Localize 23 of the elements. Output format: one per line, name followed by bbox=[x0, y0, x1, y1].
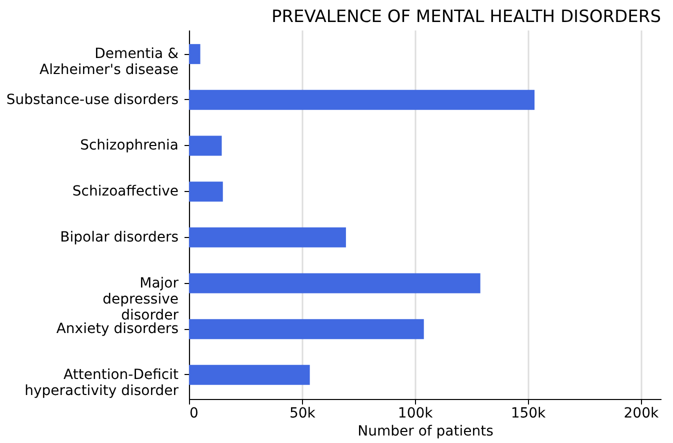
bar bbox=[189, 319, 424, 340]
bar bbox=[189, 182, 223, 202]
y-tick-label: Dementia & Alzheimer's disease bbox=[40, 46, 179, 78]
y-tick-label: Schizoaffective bbox=[72, 184, 178, 200]
y-tick-label: Substance-use disorders bbox=[6, 92, 178, 108]
x-tick-label: 50k bbox=[289, 406, 316, 422]
y-tick-label: Attention-Deficit hyperactivity disorder bbox=[24, 366, 180, 399]
bar bbox=[189, 90, 535, 110]
x-tick-label: 100k bbox=[398, 406, 434, 422]
y-tick-label: Anxiety disorders bbox=[56, 321, 178, 338]
y-tick-label: Major depressive disorder bbox=[102, 275, 179, 324]
x-tick-label: 0 bbox=[190, 406, 198, 422]
bar bbox=[189, 44, 200, 64]
chart-title: PREVALENCE OF MENTAL HEALTH DISORDERS bbox=[271, 7, 661, 27]
x-tick-label: 200k bbox=[624, 406, 660, 422]
bar bbox=[189, 136, 222, 156]
bar bbox=[189, 273, 480, 294]
bar bbox=[189, 227, 346, 248]
bar bbox=[189, 364, 310, 385]
x-tick-label: 150k bbox=[510, 406, 547, 422]
y-tick-label: Schizophrenia bbox=[80, 138, 178, 154]
y-tick-label: Bipolar disorders bbox=[60, 229, 178, 246]
x-axis-title: Number of patients bbox=[358, 424, 494, 440]
